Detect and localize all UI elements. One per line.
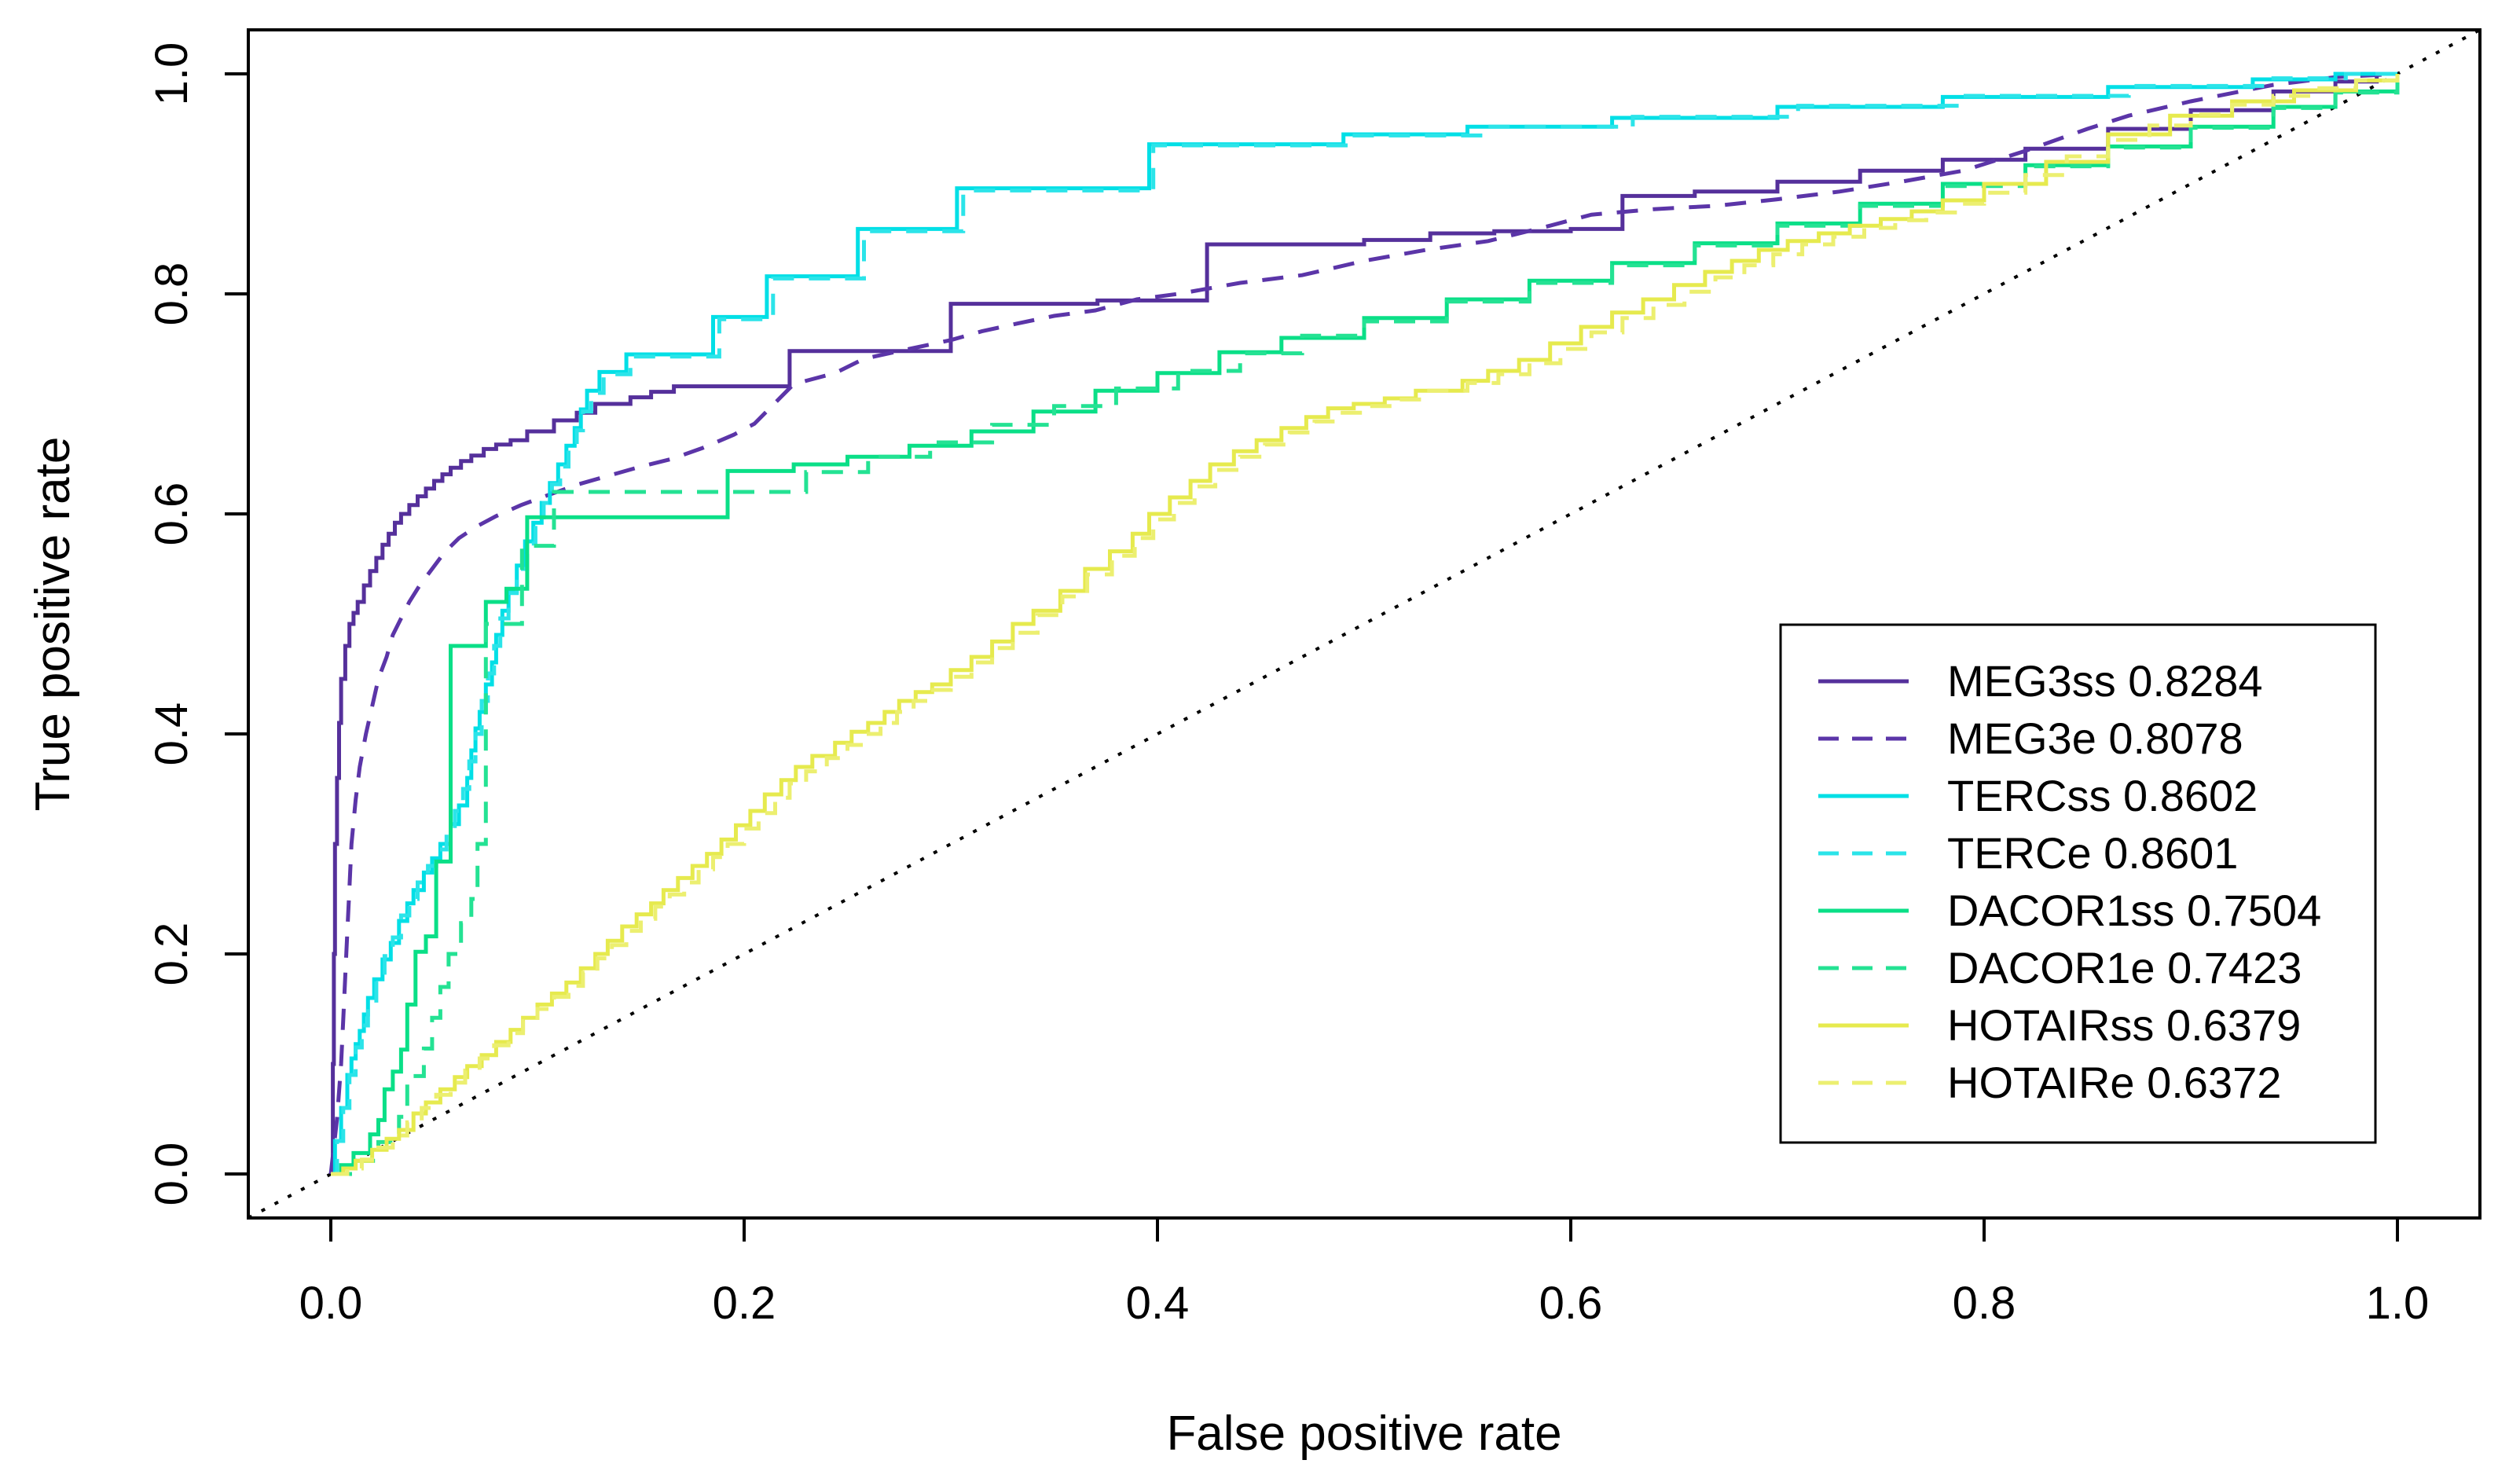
roc-curve-DACOR1e: [331, 74, 2400, 1176]
legend-label-TERCss: TERCss 0.8602: [1947, 771, 2258, 820]
legend-label-DACOR1e: DACOR1e 0.7423: [1947, 943, 2302, 992]
x-tick-label: 1.0: [2366, 1278, 2430, 1329]
y-tick-label: 0.6: [146, 482, 197, 546]
chance-diagonal-line: [248, 28, 2481, 1220]
legend-label-TERCe: TERCe 0.8601: [1947, 828, 2238, 878]
roc-curve-HOTAIRe: [331, 74, 2400, 1176]
roc-curve-MEG3ss: [331, 72, 2397, 1176]
y-tick-label: 0.2: [146, 923, 197, 986]
y-tick-label: 0.0: [146, 1143, 197, 1206]
x-axis-title: False positive rate: [1166, 1407, 1561, 1461]
roc-curve-TERCe: [331, 72, 2397, 1176]
y-tick-label: 0.4: [146, 702, 197, 766]
roc-curve-MEG3e: [328, 72, 2398, 1175]
plot-box: [247, 28, 2481, 1220]
x-tick-label: 0.4: [1126, 1278, 1190, 1329]
legend-label-MEG3ss: MEG3ss 0.8284: [1947, 656, 2263, 706]
y-axis-title: True positive rate: [26, 437, 80, 812]
x-tick-label: 0.6: [1539, 1278, 1603, 1329]
legend-label-HOTAIRss: HOTAIRss 0.6379: [1947, 1000, 2301, 1050]
y-tick-label: 0.8: [146, 262, 197, 326]
legend-label-DACOR1ss: DACOR1ss 0.7504: [1947, 886, 2321, 935]
legend-label-MEG3e: MEG3e 0.8078: [1947, 713, 2243, 763]
x-tick-label: 0.8: [1953, 1278, 2016, 1329]
y-tick-label: 1.0: [146, 42, 197, 106]
legend-label-HOTAIRe: HOTAIRe 0.6372: [1947, 1058, 2281, 1107]
legend-box: [1779, 623, 2377, 1144]
roc-curve-TERCss: [331, 72, 2397, 1176]
x-tick-label: 0.0: [299, 1278, 363, 1329]
x-tick-label: 0.2: [713, 1278, 776, 1329]
